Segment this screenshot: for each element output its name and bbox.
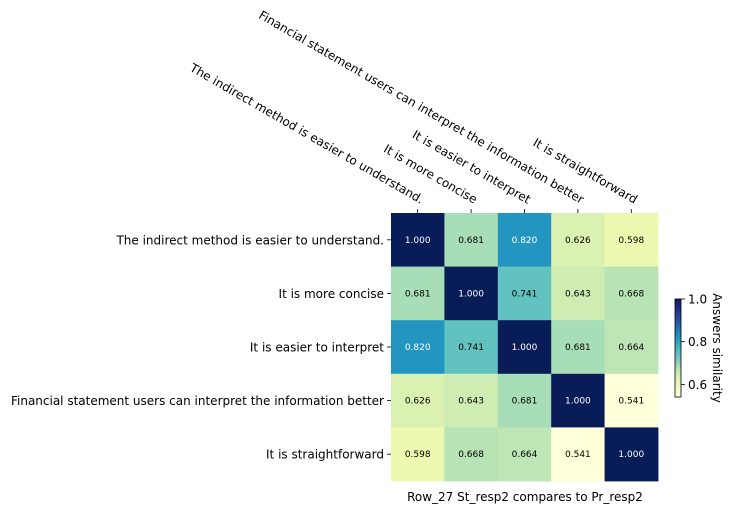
cell-value-label: 0.643 bbox=[565, 289, 591, 299]
colorbar: 0.6 0.8 1.0 Answers similarity bbox=[674, 293, 724, 403]
cell-value-label: 0.598 bbox=[405, 450, 431, 460]
cell-value-label: 0.668 bbox=[458, 450, 484, 460]
cell-value-label: 0.741 bbox=[458, 343, 484, 353]
heatmap-cell bbox=[444, 427, 499, 482]
row-tick-label: It is straightforward bbox=[266, 448, 384, 462]
row-tick-label: Financial statement users can interpret … bbox=[11, 394, 384, 408]
heatmap-cell bbox=[391, 427, 445, 482]
heatmap-cell bbox=[551, 320, 605, 375]
cell-value-label: 0.820 bbox=[405, 343, 431, 353]
heatmap-cell bbox=[604, 427, 659, 482]
heatmap-cell bbox=[444, 213, 499, 267]
heatmap-cell bbox=[604, 213, 659, 267]
heatmap-cell bbox=[497, 213, 552, 267]
cell-value-label: 0.664 bbox=[512, 450, 538, 460]
heatmap-cells bbox=[391, 213, 659, 482]
heatmap-cell bbox=[391, 266, 445, 321]
row-tick-label: It is easier to interpret bbox=[250, 341, 384, 355]
cell-value-label: 0.541 bbox=[565, 450, 591, 460]
axis-ticks bbox=[387, 209, 632, 455]
row-tick-label: The indirect method is easier to underst… bbox=[115, 233, 384, 247]
heatmap-cell bbox=[604, 266, 659, 321]
heatmap-cell bbox=[604, 373, 659, 428]
column-tick-labels: The indirect method is easier to underst… bbox=[187, 8, 640, 207]
heatmap-cell bbox=[444, 320, 499, 375]
cell-value-label: 1.000 bbox=[458, 289, 484, 299]
heatmap-cell bbox=[391, 213, 445, 267]
heatmap-cell bbox=[444, 266, 499, 321]
heatmap-cell bbox=[551, 427, 605, 482]
cell-value-label: 1.000 bbox=[405, 236, 431, 246]
colorbar-ticks: 0.6 0.8 1.0 bbox=[681, 293, 707, 392]
column-tick-label: It is more concise bbox=[381, 142, 479, 207]
heatmap-cell bbox=[551, 373, 605, 428]
cell-value-label: 0.598 bbox=[618, 236, 644, 246]
cell-value-label: 1.000 bbox=[618, 450, 644, 460]
cell-value-label: 0.681 bbox=[405, 289, 431, 299]
heatmap-cell bbox=[551, 213, 605, 267]
heatmap-cell bbox=[551, 266, 605, 321]
cell-value-label: 0.664 bbox=[618, 343, 644, 353]
heatmap-cell bbox=[604, 320, 659, 375]
heatmap-cell bbox=[444, 373, 499, 428]
cell-value-label: 1.000 bbox=[565, 397, 591, 407]
x-axis-label: Row_27 St_resp2 compares to Pr_resp2 bbox=[407, 490, 643, 504]
colorbar-label: Answers similarity bbox=[710, 293, 724, 403]
heatmap-cell bbox=[391, 373, 445, 428]
heatmap-cell-labels: 1.000 0.681 0.820 0.626 0.598 0.681 1.000 0.741… bbox=[405, 236, 645, 460]
cell-value-label: 0.668 bbox=[618, 289, 644, 299]
colorbar-tick-label: 0.8 bbox=[688, 335, 707, 349]
heatmap-cell bbox=[391, 320, 445, 375]
cell-value-label: 0.741 bbox=[512, 289, 538, 299]
cell-value-label: 0.626 bbox=[405, 397, 431, 407]
heatmap-cell bbox=[497, 266, 552, 321]
row-tick-label: It is more concise bbox=[279, 287, 384, 301]
heatmap-cell bbox=[497, 427, 552, 482]
cell-value-label: 0.541 bbox=[618, 397, 644, 407]
heatmap-cell bbox=[497, 320, 552, 375]
colorbar-gradient bbox=[674, 298, 682, 398]
colorbar-tick-label: 1.0 bbox=[688, 293, 707, 307]
colorbar-tick-label: 0.6 bbox=[688, 378, 707, 392]
cell-value-label: 0.820 bbox=[512, 236, 538, 246]
cell-value-label: 0.681 bbox=[565, 343, 591, 353]
heatmap-cell bbox=[497, 373, 552, 428]
cell-value-label: 0.681 bbox=[458, 236, 484, 246]
cell-value-label: 1.000 bbox=[512, 343, 538, 353]
cell-value-label: 0.643 bbox=[458, 397, 484, 407]
row-tick-labels: The indirect method is easier to underst… bbox=[11, 233, 384, 461]
cell-value-label: 0.626 bbox=[565, 236, 591, 246]
cell-value-label: 0.681 bbox=[512, 397, 538, 407]
